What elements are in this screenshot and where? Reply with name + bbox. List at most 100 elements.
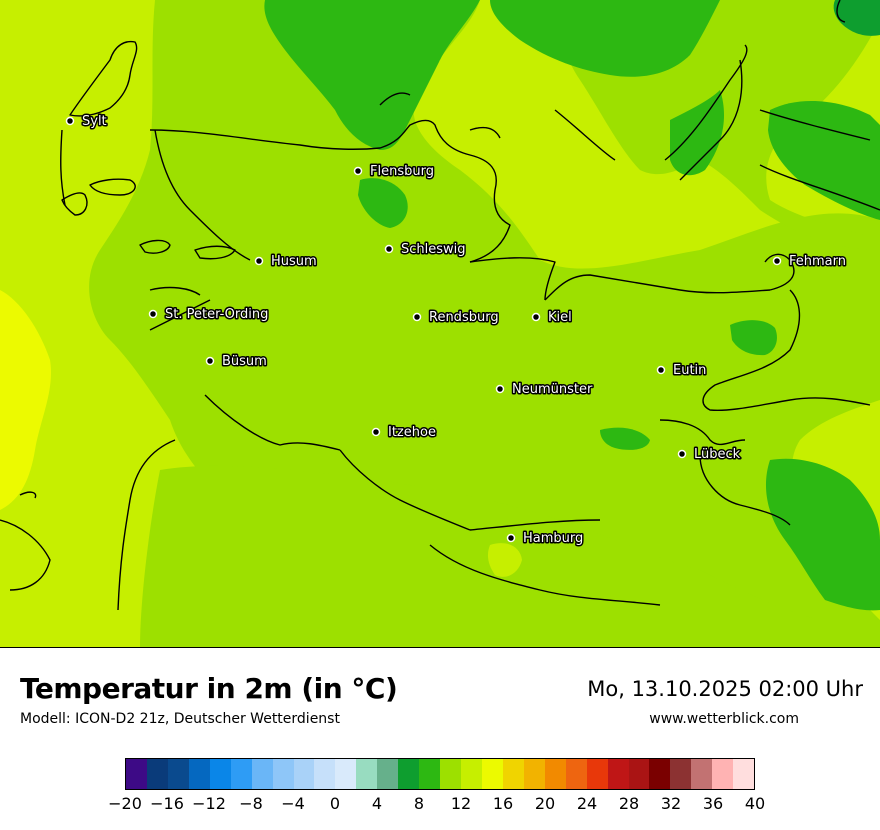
legend-tick-label: 40 — [744, 794, 766, 813]
legend-tick-label: −12 — [192, 794, 226, 813]
city-label: Neumünster — [512, 382, 593, 397]
legend-color-swatch — [146, 759, 168, 789]
legend-color-swatch — [126, 759, 147, 789]
legend-color-swatch — [691, 759, 713, 789]
city-marker-dot — [531, 312, 541, 322]
legend-tick-label: 8 — [413, 794, 425, 813]
city-label: Fehmarn — [789, 254, 846, 269]
city-rendsburg: Rendsburg — [412, 309, 500, 327]
temperature-band-8-10 — [833, 0, 880, 36]
legend-color-swatch — [628, 759, 650, 789]
temperature-band-10-12-east — [768, 100, 880, 220]
map-title: Temperatur in 2m (in °C) — [20, 672, 398, 705]
legend-tick-label: −4 — [281, 794, 305, 813]
legend-color-swatch — [461, 759, 482, 789]
legend-tick-label: 36 — [702, 794, 724, 813]
legend-color-swatch — [167, 759, 189, 789]
city-marker-dot — [254, 256, 264, 266]
legend-color-swatch — [209, 759, 231, 789]
legend-color-swatch — [293, 759, 315, 789]
legend-tick-label: 16 — [492, 794, 514, 813]
legend-tick-label: 32 — [660, 794, 682, 813]
color-legend-ticks: −20 −16 −12 −8 −4 0 4 8 12 16 20 24 28 32 36 40 — [0, 794, 880, 818]
legend-tick-label: 20 — [534, 794, 556, 813]
city-st-peter-ording: St. Peter-Ording — [148, 306, 270, 324]
legend-color-swatch — [733, 759, 755, 789]
city-hamburg: Hamburg — [506, 530, 585, 548]
city-marker-dot — [677, 449, 687, 459]
legend-color-swatch — [586, 759, 608, 789]
temperature-band-14-16-pocket — [436, 60, 517, 140]
city-label: Flensburg — [370, 164, 434, 179]
city-fehmarn: Fehmarn — [772, 253, 848, 271]
temperature-map: Sylt Flensburg Schleswig Husum Fehmarn St. Pe… — [0, 0, 880, 648]
temperature-band-10-12-northeast — [490, 0, 720, 77]
legend-color-swatch — [251, 759, 273, 789]
temperature-band-10-12-coast — [670, 90, 725, 176]
city-marker-dot — [148, 309, 158, 319]
legend-color-swatch — [565, 759, 587, 789]
city-flensburg: Flensburg — [353, 163, 435, 181]
legend-tick-label: 28 — [618, 794, 640, 813]
city-label: St. Peter-Ording — [165, 307, 268, 322]
city-marker-dot — [371, 427, 381, 437]
legend-color-swatch — [544, 759, 566, 789]
legend-color-swatch — [607, 759, 629, 789]
legend-color-swatch — [440, 759, 461, 789]
temperature-band-10-12-pocket — [600, 427, 650, 450]
legend-color-swatch — [670, 759, 692, 789]
city-schleswig: Schleswig — [384, 241, 467, 259]
city-label: Eutin — [673, 363, 706, 378]
legend-tick-label: −20 — [108, 794, 142, 813]
city-label: Husum — [271, 254, 317, 269]
legend-color-swatch — [377, 759, 399, 789]
city-itzehoe: Itzehoe — [371, 424, 437, 442]
temperature-band-10-12-southeast — [765, 458, 880, 611]
city-label: Itzehoe — [388, 425, 436, 440]
color-legend — [125, 758, 755, 790]
legend-color-swatch — [188, 759, 210, 789]
legend-color-swatch — [272, 759, 294, 789]
city-label: Rendsburg — [429, 310, 499, 325]
model-source: Modell: ICON-D2 21z, Deutscher Wetterdie… — [20, 711, 340, 727]
legend-color-swatch — [523, 759, 545, 789]
legend-tick-label: 4 — [371, 794, 383, 813]
city-label: Lübeck — [694, 447, 741, 462]
city-eutin: Eutin — [656, 362, 708, 380]
website-link[interactable]: www.wetterblick.com — [649, 711, 799, 727]
map-canvas: Sylt Flensburg Schleswig Husum Fehmarn St. Pe… — [0, 0, 880, 647]
city-marker-dot — [353, 166, 363, 176]
legend-tick-label: 12 — [450, 794, 472, 813]
temperature-band-10-12-lake — [730, 320, 777, 356]
legend-color-swatch — [649, 759, 671, 789]
city-marker-dot — [772, 256, 782, 266]
city-marker-dot — [205, 356, 215, 366]
forecast-datetime: Mo, 13.10.2025 02:00 Uhr — [587, 677, 863, 701]
legend-color-swatch — [481, 759, 503, 789]
city-marker-dot — [412, 312, 422, 322]
legend-tick-label: 24 — [576, 794, 598, 813]
temperature-band-14-16-hamburg — [487, 543, 522, 577]
city-sylt: Sylt — [65, 113, 108, 131]
city-luebeck: Lübeck — [677, 446, 742, 464]
legend-color-swatch — [419, 759, 441, 789]
city-marker-dot — [495, 384, 505, 394]
legend-color-swatch — [335, 759, 357, 789]
city-label: Schleswig — [401, 242, 466, 257]
city-kiel: Kiel — [531, 309, 573, 327]
temperature-band-10-12-north — [264, 0, 480, 150]
legend-color-swatch — [712, 759, 734, 789]
legend-color-swatch — [398, 759, 420, 789]
legend-color-swatch — [230, 759, 252, 789]
legend-tick-label: −8 — [239, 794, 263, 813]
legend-color-swatch — [502, 759, 524, 789]
temperature-band-16-18 — [0, 290, 52, 510]
coastlines — [0, 0, 880, 611]
legend-tick-label: −16 — [150, 794, 184, 813]
city-marker-dot — [506, 533, 516, 543]
legend-tick-label: 0 — [329, 794, 341, 813]
city-marker-dot — [384, 244, 394, 254]
city-marker-dot — [656, 365, 666, 375]
city-label: Hamburg — [523, 531, 583, 546]
city-markers: Sylt Flensburg Schleswig Husum Fehmarn St. Pe… — [65, 113, 848, 548]
